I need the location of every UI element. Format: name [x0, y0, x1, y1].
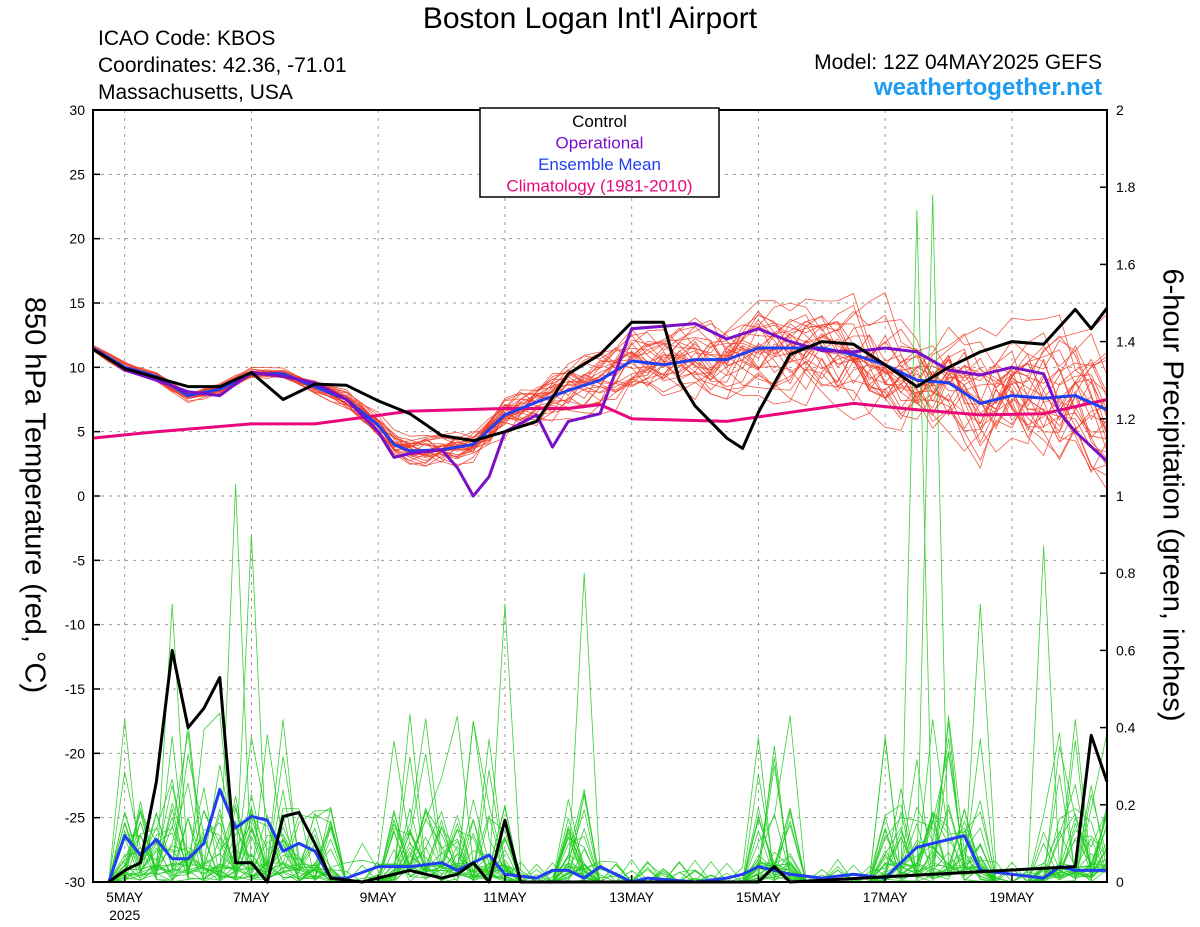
tick-label-x-year: 2025 — [109, 907, 140, 923]
tick-label-right: 0.4 — [1116, 720, 1136, 736]
tick-label-left: 20 — [69, 231, 85, 247]
tick-label-x: 17MAY — [863, 889, 909, 905]
tick-label-x: 13MAY — [609, 889, 655, 905]
tick-label-left: 30 — [69, 102, 85, 118]
tick-label-right: 2 — [1116, 102, 1124, 118]
tick-label-right: 1.2 — [1116, 411, 1136, 427]
axis-ticks: 302520151050-5-10-15-20-25-3021.81.61.41… — [65, 102, 1136, 923]
ensemble-member-temp-line — [92, 292, 1108, 473]
tick-label-left: 5 — [77, 424, 85, 440]
legend: Control Operational Ensemble Mean Climatolo… — [479, 107, 720, 198]
ensemble-member-precip-line — [108, 757, 1108, 883]
ensemble-member-precip-peak — [219, 483, 252, 875]
ensemble-members-temperature — [92, 292, 1108, 490]
tick-label-x: 11MAY — [483, 889, 527, 905]
tick-label-right: 0.2 — [1116, 797, 1136, 813]
icao-code: ICAO Code: KBOS — [98, 27, 276, 50]
legend-entry-climatology-1981-2010: Climatology (1981-2010) — [506, 177, 692, 196]
tick-label-x: 9MAY — [360, 889, 398, 905]
tick-label-right: 0.6 — [1116, 642, 1136, 658]
ensemble-member-precip-peak — [916, 194, 949, 875]
tick-label-left: -15 — [65, 681, 85, 697]
tick-label-left: 10 — [69, 359, 85, 375]
ensemble-member-temp-line — [92, 333, 1108, 450]
ensemble-member-precip-line — [108, 753, 1108, 883]
ensemble-member-precip-peak — [900, 209, 934, 875]
tick-label-right: 1.4 — [1116, 334, 1136, 350]
temp-line-operational — [92, 322, 1109, 498]
tick-label-right: 1.8 — [1116, 179, 1136, 195]
ensemble-member-temp-line — [92, 323, 1108, 465]
tick-label-right: 0.8 — [1116, 565, 1136, 581]
temp-line-control — [92, 307, 1109, 450]
legend-entry-operational: Operational — [556, 134, 644, 153]
ensemble-member-precip-peak — [156, 603, 189, 875]
coordinates: Coordinates: 42.36, -71.01 — [98, 54, 347, 77]
ensemble-member-precip-peak — [488, 603, 522, 875]
temp-line-climatology-1981-2010 — [92, 398, 1108, 440]
ensemble-member-precip-peak — [346, 843, 379, 875]
tick-label-left: -25 — [65, 810, 85, 826]
ensemble-members-precipitation — [108, 194, 1108, 883]
tick-label-left: -5 — [73, 552, 86, 568]
brand-link[interactable]: weathertogether.net — [873, 74, 1102, 101]
ensemble-member-precip-peak — [567, 572, 601, 875]
model-run: Model: 12Z 04MAY2025 GEFS — [814, 51, 1102, 74]
tick-label-x: 19MAY — [990, 889, 1036, 905]
tick-label-left: 15 — [69, 295, 85, 311]
tick-label-x: 5MAY — [106, 889, 144, 905]
tick-label-left: -20 — [65, 745, 85, 761]
tick-label-left: -30 — [65, 874, 85, 890]
ensemble-member-precip-peak — [964, 603, 997, 875]
ensemble-member-precip-line — [108, 719, 1108, 883]
grid-lines — [93, 110, 1107, 882]
tick-label-right: 0 — [1116, 874, 1124, 890]
ensemble-member-precip-peak — [235, 534, 268, 875]
y-axis-label-left: 850 hPa Temperature (red, °C) — [18, 296, 51, 694]
tick-label-x: 7MAY — [233, 889, 271, 905]
region: Massachusetts, USA — [98, 81, 293, 104]
y-axis-label-right: 6-hour Precipitation (green, inches) — [1156, 268, 1189, 722]
ensemble-member-temp-line — [92, 335, 1108, 459]
ensemble-member-temp-line — [92, 324, 1108, 467]
tick-label-left: 0 — [77, 488, 85, 504]
legend-entry-ensemble-mean: Ensemble Mean — [538, 155, 661, 174]
tick-label-right: 1 — [1116, 488, 1124, 504]
tick-label-x: 15MAY — [736, 889, 782, 905]
ensemble-member-precip-peak — [1074, 785, 1108, 875]
tick-label-right: 1.6 — [1116, 256, 1136, 272]
tick-label-left: 25 — [69, 166, 85, 182]
tick-label-left: -10 — [65, 617, 85, 633]
page-title: Boston Logan Int'l Airport — [422, 2, 758, 35]
legend-box — [479, 107, 720, 198]
ensemble-member-precip-peak — [1027, 545, 1060, 875]
legend-entry-control: Control — [572, 112, 627, 131]
